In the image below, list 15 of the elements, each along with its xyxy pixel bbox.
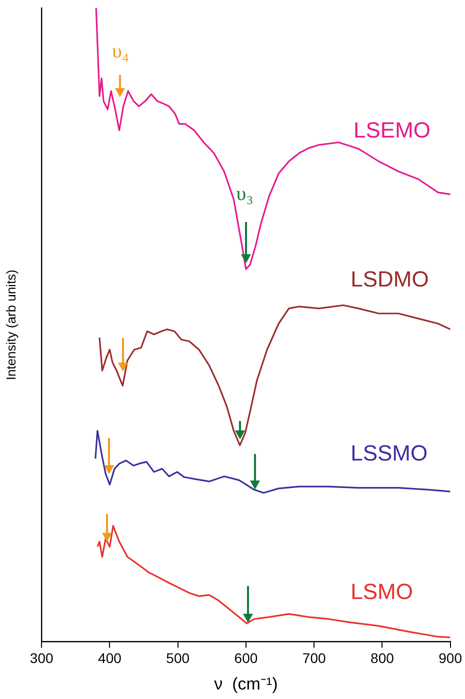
x-tick-label: 700 [302,650,326,666]
series-label: LSEMO [353,118,430,143]
x-tick-label: 800 [370,650,394,666]
x-tick-label: 500 [166,650,190,666]
series-label: LSDMO [350,266,429,292]
x-axis-title: ν (cm⁻¹) [214,674,278,694]
x-tick-label: 400 [98,650,122,666]
annotation: υ₄ [112,40,129,63]
x-tick-label: 600 [234,650,258,666]
series-label: LSSMO [350,440,428,466]
series-label: LSMO [350,579,413,604]
x-tick-label: 900 [438,650,462,666]
annotation: υ₃ [236,183,254,206]
x-tick-label: 300 [30,650,54,666]
y-axis-title: Intensity (arb units) [3,270,18,380]
